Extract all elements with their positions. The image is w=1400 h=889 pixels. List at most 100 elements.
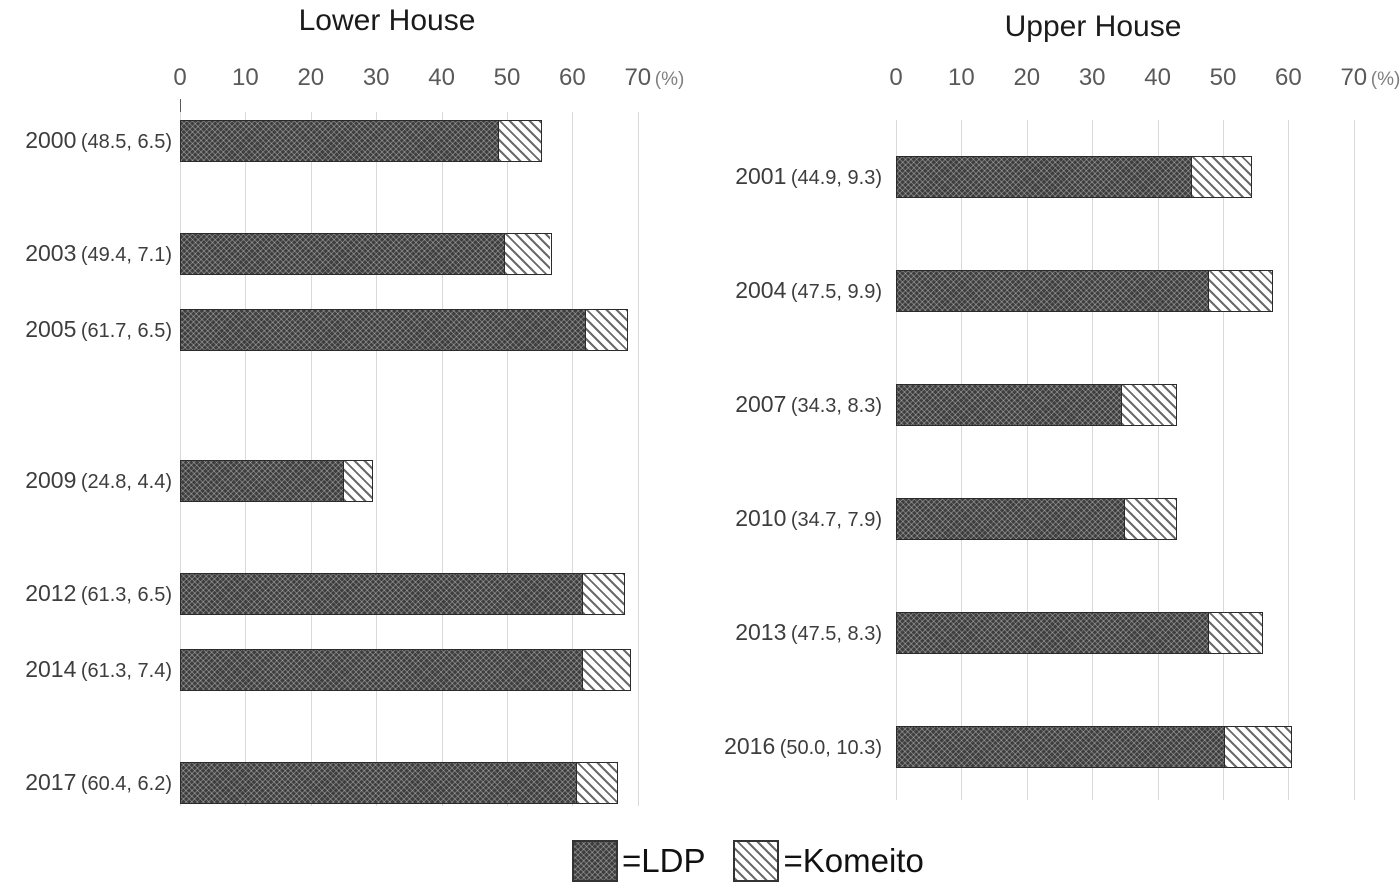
komeito-bar-segment	[1121, 385, 1176, 425]
row-year-label: 2016	[724, 733, 776, 759]
komeito-bar-segment	[498, 121, 541, 161]
komeito-swatch-icon	[733, 840, 780, 882]
ldp-bar-segment	[897, 613, 1208, 653]
gridline	[376, 112, 378, 806]
row-label: 2012 (61.3, 6.5)	[0, 578, 172, 612]
x-tick-label: 30	[1078, 64, 1106, 91]
gridline	[180, 112, 181, 806]
bar-row	[180, 233, 552, 276]
ldp-bar-segment	[897, 385, 1122, 425]
row-values-label: (24.8, 4.4)	[80, 470, 172, 493]
row-label: 2013 (47.5, 8.3)	[542, 617, 882, 651]
ldp-bar-segment	[897, 727, 1224, 767]
gridline	[1092, 120, 1094, 800]
bar-row	[180, 761, 618, 804]
row-label: 2009 (24.8, 4.4)	[0, 465, 172, 499]
row-label: 2007 (34.3, 8.3)	[542, 389, 882, 423]
ldp-bar-segment	[181, 762, 577, 803]
row-label: 2003 (49.4, 7.1)	[0, 238, 172, 272]
x-tick-label: 40	[1144, 64, 1171, 91]
x-tick-label: 10	[232, 64, 259, 91]
bar-row	[896, 384, 1177, 426]
axis-zero-tick	[180, 99, 181, 112]
komeito-bar-segment	[504, 234, 551, 275]
row-values-label: (47.5, 8.3)	[790, 623, 882, 645]
x-tick-label: 40	[428, 64, 455, 91]
x-tick-label: 30	[362, 64, 390, 91]
row-label: 2010 (34.7, 7.9)	[542, 503, 882, 537]
gridline	[245, 112, 247, 806]
komeito-bar-segment	[343, 460, 372, 501]
row-year-label: 2004	[735, 277, 787, 303]
lower-house-title: Lower House	[298, 4, 476, 37]
upper-house-title: Upper House	[1004, 10, 1182, 43]
ldp-bar-segment	[181, 309, 585, 350]
row-values-label: (61.3, 6.5)	[80, 584, 172, 606]
ldp-bar-segment	[181, 460, 344, 501]
row-values-label: (48.5, 6.5)	[80, 131, 172, 153]
bar-row	[180, 648, 632, 691]
row-year-label: 2010	[735, 505, 787, 531]
row-label: 2016 (50.0, 10.3)	[542, 731, 882, 765]
row-label: 2017 (60.4, 6.2)	[0, 767, 172, 801]
ldp-swatch-icon	[572, 840, 618, 882]
row-year-label: 2014	[25, 655, 77, 682]
ldp-bar-segment	[181, 121, 499, 161]
gridline	[637, 112, 639, 806]
x-tick-label: 10	[948, 64, 975, 91]
ldp-bar-segment	[897, 499, 1124, 539]
row-year-label: 2000	[25, 127, 77, 153]
komeito-bar-segment	[1224, 727, 1292, 767]
gridline	[441, 112, 443, 806]
row-year-label: 2009	[25, 466, 77, 493]
ldp-bar-segment	[181, 574, 582, 614]
row-year-label: 2007	[735, 391, 787, 417]
row-year-label: 2012	[25, 580, 77, 606]
row-values-label: (44.9, 9.3)	[790, 167, 882, 189]
row-year-label: 2017	[25, 768, 77, 795]
row-year-label: 2005	[25, 315, 77, 342]
bar-row	[180, 120, 542, 162]
komeito-bar-segment	[581, 574, 625, 614]
row-values-label: (34.3, 8.3)	[790, 395, 882, 417]
x-tick-label: 50	[493, 64, 521, 91]
komeito-bar-segment	[576, 762, 617, 803]
gridline	[896, 120, 897, 800]
row-values-label: (61.7, 6.5)	[80, 319, 172, 342]
row-values-label: (61.3, 7.4)	[80, 659, 172, 682]
x-tick-label: 20	[297, 64, 325, 91]
bar-row	[180, 308, 629, 351]
gridline	[1026, 120, 1028, 800]
ldp-legend-label: =LDP	[622, 842, 706, 879]
gridline	[1288, 120, 1290, 800]
bar-row	[896, 270, 1274, 312]
komeito-bar-segment	[1123, 499, 1176, 539]
x-tick-label: 60	[559, 64, 586, 91]
x-tick-label: 0	[889, 64, 903, 91]
x-tick-label: 50	[1209, 64, 1237, 91]
legend: =LDP =Komeito	[572, 836, 924, 886]
komeito-legend-label: =Komeito	[783, 842, 924, 879]
ldp-bar-segment	[181, 649, 582, 690]
x-tick-label: 70	[624, 64, 652, 91]
bar-row	[180, 459, 373, 502]
x-tick-label: 20	[1013, 64, 1041, 91]
gridline	[1157, 120, 1159, 800]
row-values-label: (49.4, 7.1)	[80, 244, 172, 267]
row-label: 2004 (47.5, 9.9)	[542, 275, 882, 309]
bar-row	[896, 156, 1253, 198]
x-tick-label: 0	[173, 64, 187, 91]
row-year-label: 2003	[25, 240, 77, 267]
ldp-bar-segment	[181, 234, 505, 275]
gridline	[961, 120, 963, 800]
gridline	[310, 112, 312, 806]
gridline	[507, 112, 508, 806]
row-year-label: 2013	[735, 619, 787, 645]
row-values-label: (34.7, 7.9)	[790, 509, 882, 531]
ldp-bar-segment	[897, 271, 1208, 311]
row-label: 2000 (48.5, 6.5)	[0, 125, 172, 159]
percent-unit-label: (%)	[654, 69, 685, 90]
